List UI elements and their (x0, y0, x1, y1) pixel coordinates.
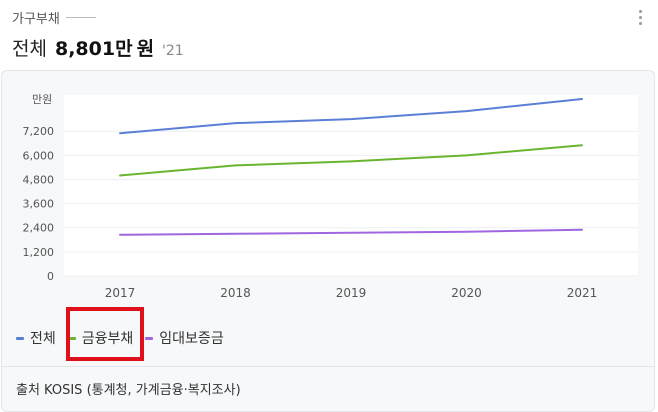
x-tick-label: 2021 (567, 286, 598, 300)
y-tick-label: 1,200 (23, 246, 55, 259)
highlight-box (66, 307, 144, 361)
plot-area (64, 95, 638, 276)
legend-swatch-rental-deposit (145, 336, 154, 340)
chart-card: 만원 0 1,200 2,400 3,600 4,800 6,000 7,200 2017 201… (1, 70, 655, 412)
y-tick-label: 4,800 (23, 173, 55, 186)
legend-label-financial-debt: 금융부채 (81, 331, 134, 347)
x-tick-label: 2017 (105, 286, 136, 300)
y-tick-label: 0 (47, 270, 54, 283)
headline: 전체 8,801만 원 '21 (12, 34, 184, 61)
series-line-2 (119, 228, 583, 236)
headline-unit: 원 (136, 38, 155, 60)
series-line-0 (119, 98, 583, 135)
y-tick-label: 6,000 (23, 149, 55, 162)
legend-item-financial-debt[interactable]: 금융부채 (67, 328, 134, 348)
x-tick-label: 2019 (336, 286, 367, 300)
y-axis-label: 만원 (32, 93, 52, 106)
y-tick-label: 3,600 (23, 198, 55, 211)
section-title: 가구부채 (12, 8, 96, 27)
legend-swatch-total (16, 336, 24, 340)
x-tick-label: 2020 (451, 286, 482, 300)
y-tick-label: 7,200 (23, 125, 55, 138)
card-divider (2, 366, 654, 367)
legend-label-rental-deposit: 임대보증금 (159, 331, 224, 347)
legend-swatch-financial-debt (67, 336, 76, 340)
y-tick-label: 2,400 (23, 222, 55, 235)
legend-label-total: 전체 (30, 331, 56, 347)
title-divider (65, 17, 96, 18)
source-note: 출처 KOSIS (통계청, 가계금융·복지조사) (16, 383, 241, 398)
section-title-text: 가구부채 (12, 12, 60, 27)
headline-value: 8,801만 (54, 38, 133, 60)
legend-item-total[interactable]: 전체 (16, 328, 56, 348)
line-chart: 만원 0 1,200 2,400 3,600 4,800 6,000 7,200 2017 201… (23, 93, 638, 300)
legend-item-rental-deposit[interactable]: 임대보증금 (145, 328, 224, 348)
series-line-1 (119, 144, 583, 177)
more-options-icon[interactable] (638, 10, 644, 28)
x-tick-label: 2018 (220, 286, 251, 300)
headline-year: '21 (162, 43, 184, 59)
chart-legend: 전체 금융부채 임대보증금 (16, 328, 236, 348)
headline-scope: 전체 (12, 38, 47, 60)
